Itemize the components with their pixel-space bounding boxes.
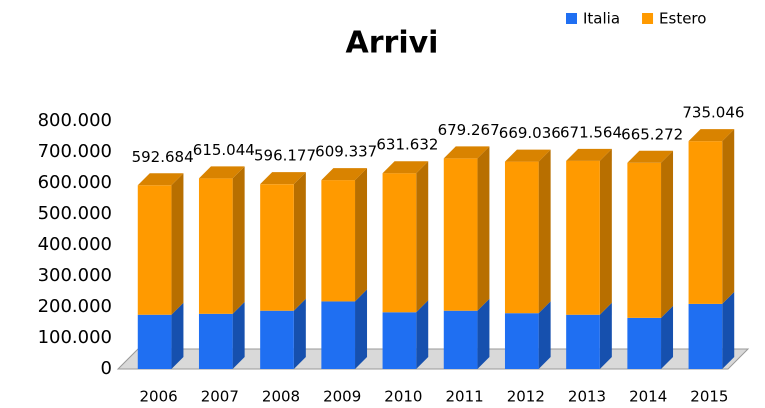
legend-label: Estero: [659, 10, 706, 28]
bar: [443, 310, 478, 369]
data-label: 631.632: [376, 136, 438, 154]
bar-top: [504, 149, 551, 162]
legend-label: Italia: [583, 10, 620, 28]
bar-side: [477, 298, 490, 369]
bar: [198, 178, 233, 314]
bar-top: [566, 148, 612, 161]
bar-side: [599, 302, 612, 369]
bar: [137, 185, 172, 315]
bar-side: [599, 148, 612, 315]
x-tick-label: 2010: [384, 388, 422, 406]
bar-side: [538, 301, 551, 369]
y-tick-label: 600.000: [38, 172, 112, 193]
bar: [566, 160, 600, 315]
bar: [443, 158, 478, 311]
y-tick-label: 300.000: [38, 265, 112, 286]
x-tick-label: 2013: [568, 388, 606, 406]
bar-top: [382, 161, 429, 174]
data-label: 735.046: [682, 104, 744, 122]
x-tick-label: 2006: [140, 388, 178, 406]
bar: [260, 310, 294, 369]
y-tick-label: 500.000: [38, 203, 112, 224]
data-label: 671.564: [560, 123, 622, 141]
bar-top: [198, 166, 245, 179]
x-tick-label: 2012: [507, 388, 545, 406]
bar: [688, 141, 723, 304]
x-tick-label: 2011: [446, 388, 484, 406]
bar-side: [722, 129, 735, 304]
data-label: 596.177: [254, 147, 316, 165]
y-tick-label: 700.000: [38, 141, 112, 162]
bar-side: [232, 166, 245, 314]
x-tick-label: 2014: [629, 388, 667, 406]
bar-side: [416, 300, 429, 369]
bar-side: [416, 161, 429, 313]
bar-side: [293, 172, 306, 311]
bar: [566, 314, 600, 369]
x-tick-label: 2015: [690, 388, 728, 406]
y-tick-label: 100.000: [38, 327, 112, 348]
x-tick-label: 2008: [262, 388, 300, 406]
bar-top: [260, 172, 306, 185]
data-label: 615.044: [193, 141, 255, 159]
bar-side: [232, 301, 245, 369]
bar: [627, 162, 662, 318]
bar-top: [137, 173, 184, 186]
x-tick-label: 2009: [323, 388, 361, 406]
bar-side: [293, 298, 306, 369]
data-label: 665.272: [621, 125, 683, 143]
bar: [382, 173, 417, 313]
bar-top: [627, 150, 674, 163]
bar-side: [171, 302, 184, 369]
bar-top: [321, 168, 368, 181]
bar: [321, 301, 356, 369]
x-tick-label: 2007: [201, 388, 239, 406]
bar-side: [538, 149, 551, 314]
data-label: 669.036: [499, 124, 561, 142]
bar-side: [661, 305, 674, 369]
bar: [198, 313, 233, 369]
y-tick-label: 200.000: [38, 296, 112, 317]
bar: [504, 313, 539, 369]
y-tick-label: 400.000: [38, 234, 112, 255]
bar-side: [355, 168, 368, 302]
bar-side: [171, 173, 184, 315]
bar: [504, 161, 539, 314]
data-label: 592.684: [132, 148, 194, 166]
data-label: 609.337: [315, 143, 377, 161]
bar-top: [688, 129, 735, 142]
bar-side: [477, 146, 490, 311]
bar: [627, 317, 662, 369]
legend-swatch: [566, 13, 577, 24]
bar: [137, 314, 172, 369]
bar: [321, 180, 356, 302]
y-tick-label: 800.000: [38, 110, 112, 131]
y-tick-label: 0: [101, 358, 112, 379]
bar-side: [722, 291, 735, 369]
legend-swatch: [642, 13, 654, 24]
bar: [382, 312, 417, 369]
chart-title: Arrivi: [346, 26, 439, 61]
bar: [688, 303, 723, 369]
bar: [260, 184, 294, 311]
bar-side: [355, 289, 368, 369]
data-label: 679.267: [438, 121, 500, 139]
bar-side: [661, 150, 674, 318]
bar-top: [443, 146, 490, 159]
